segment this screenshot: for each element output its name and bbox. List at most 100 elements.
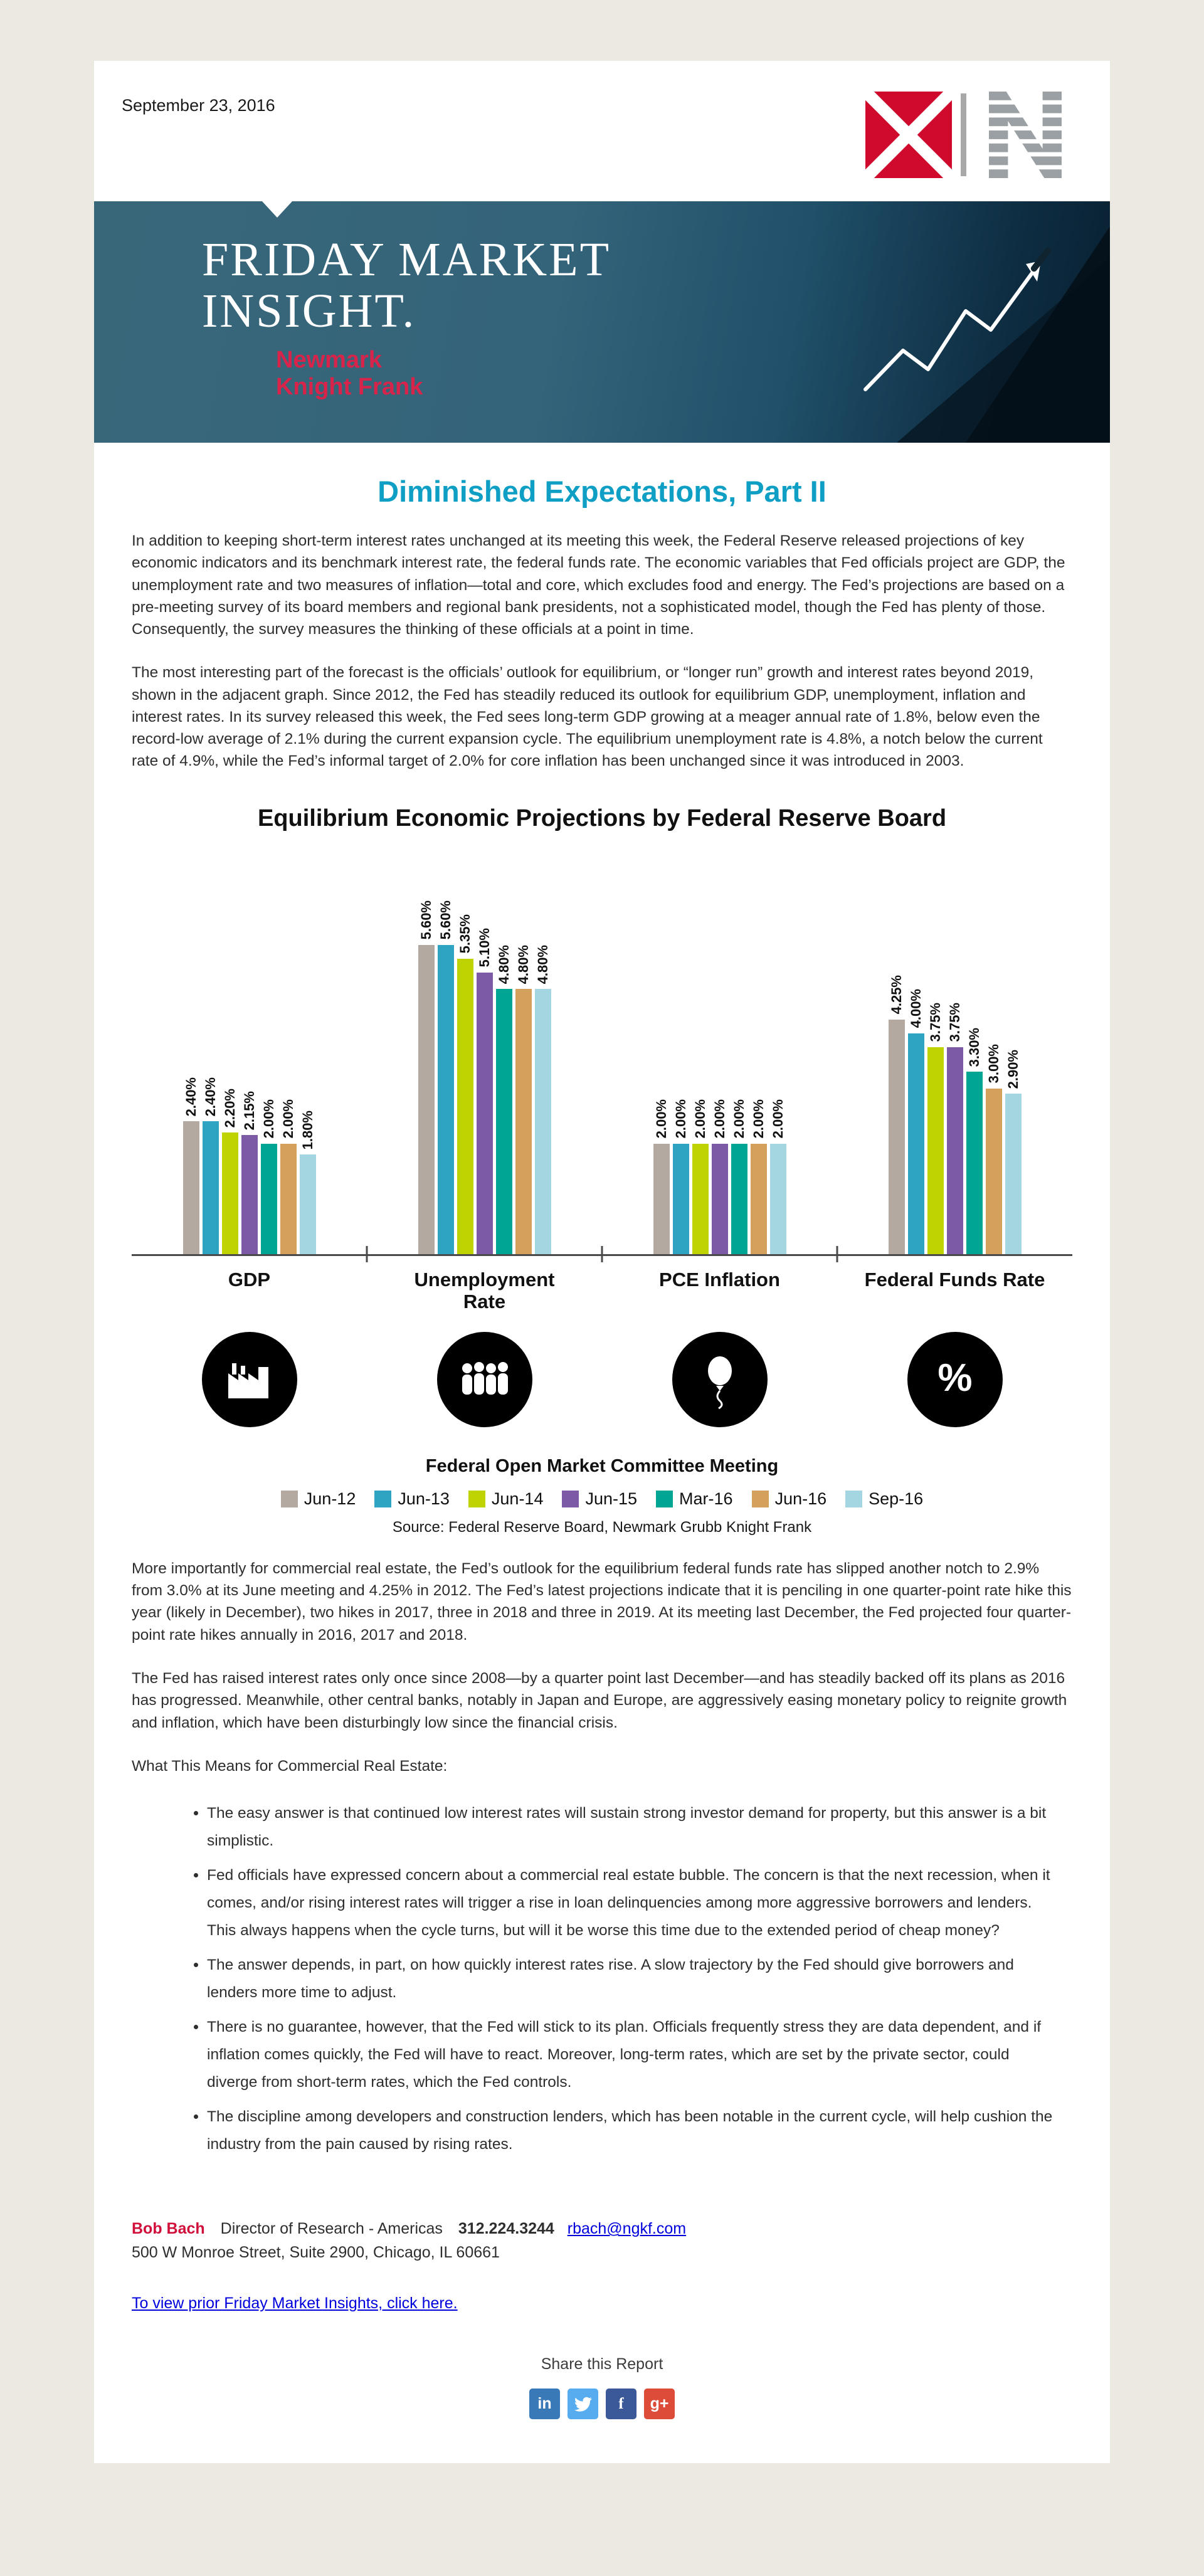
factory-icon bbox=[201, 1331, 297, 1427]
bar-jun-15 bbox=[241, 1135, 258, 1254]
newmark-logo-n-icon bbox=[989, 92, 1062, 178]
prior-insights-link[interactable]: To view prior Friday Market Insights, cl… bbox=[132, 2294, 458, 2313]
bar-value-label: 4.80% bbox=[534, 944, 551, 984]
legend-item: Jun-13 bbox=[374, 1489, 450, 1509]
list-item: Fed officials have expressed concern abo… bbox=[207, 1862, 1060, 1944]
chart-title: Equilibrium Economic Projections by Fede… bbox=[257, 805, 947, 831]
contact-email-link[interactable]: rbach@ngkf.com bbox=[567, 2220, 687, 2238]
svg-text:%: % bbox=[937, 1356, 972, 1400]
bar-jun-16 bbox=[280, 1143, 297, 1254]
bar-value-label: 2.00% bbox=[280, 1099, 296, 1139]
bar-column: 2.90% bbox=[1005, 1050, 1022, 1254]
bar-jun-16 bbox=[515, 989, 532, 1254]
legend-label: Mar-16 bbox=[679, 1489, 733, 1508]
bar-column: 2.00% bbox=[692, 1099, 709, 1254]
body-paragraph: The Fed has raised interest rates only o… bbox=[132, 1670, 1067, 1731]
linkedin-icon[interactable]: in bbox=[529, 2389, 560, 2420]
bar-jun-14 bbox=[221, 1132, 238, 1254]
bar-jun-12 bbox=[182, 1121, 199, 1254]
bar-jun-13 bbox=[437, 944, 454, 1254]
bar-jun-15 bbox=[946, 1047, 963, 1254]
twitter-icon[interactable] bbox=[568, 2389, 598, 2420]
hero-banner: FRIDAY MARKET INSIGHT. Newmark Knight Fr… bbox=[94, 201, 1110, 443]
share-label: Share this Report bbox=[541, 2355, 663, 2373]
icon-cell-gdp bbox=[132, 1331, 367, 1427]
hero-brand: Newmark Knight Frank bbox=[276, 347, 611, 400]
legend-title: Federal Open Market Committee Meeting bbox=[425, 1455, 779, 1476]
bar-jun-13 bbox=[202, 1121, 219, 1254]
bar-value-label: 2.00% bbox=[260, 1099, 277, 1139]
bar-value-label: 2.90% bbox=[1005, 1050, 1021, 1089]
logo-divider bbox=[961, 93, 966, 176]
social-icons: in f g+ bbox=[132, 2389, 1072, 2463]
balloon-icon bbox=[672, 1331, 768, 1427]
people-icon bbox=[436, 1331, 532, 1427]
bar-value-label: 4.25% bbox=[888, 975, 904, 1015]
bar-jun-13 bbox=[672, 1143, 689, 1254]
google-plus-icon[interactable]: g+ bbox=[644, 2389, 675, 2420]
icon-cell-pce-inflation bbox=[602, 1331, 837, 1427]
bar-column: 2.00% bbox=[769, 1099, 786, 1254]
chart-category-icons: % bbox=[132, 1331, 1072, 1427]
bar-value-label: 3.00% bbox=[985, 1044, 1001, 1084]
bar-jun-12 bbox=[418, 944, 435, 1254]
bar-column: 3.30% bbox=[966, 1028, 983, 1254]
bar-group-federal-funds-rate: 4.25% 4.00% 3.75% 3.75% 3.30% 3.00% 2.90% bbox=[837, 975, 1072, 1254]
article-title: Diminished Expectations, Part II bbox=[378, 475, 826, 508]
bar-column: 5.60% bbox=[418, 900, 435, 1254]
bar-column: 4.25% bbox=[888, 975, 905, 1254]
takeaways-list: The easy answer is that continued low in… bbox=[132, 1800, 1072, 2158]
bar-jun-16 bbox=[985, 1088, 1002, 1254]
bar-value-label: 2.40% bbox=[202, 1077, 218, 1117]
bar-column: 2.00% bbox=[750, 1099, 767, 1254]
legend-swatch bbox=[845, 1490, 863, 1507]
bar-column: 5.60% bbox=[437, 900, 454, 1254]
bar-jun-14 bbox=[457, 958, 473, 1254]
bar-column: 2.00% bbox=[731, 1099, 747, 1254]
bar-jun-12 bbox=[888, 1019, 905, 1254]
legend-item: Sep-16 bbox=[845, 1489, 923, 1509]
legend-label: Jun-14 bbox=[491, 1489, 544, 1508]
facebook-icon[interactable]: f bbox=[606, 2389, 636, 2420]
google-plus-glyph: g+ bbox=[650, 2395, 669, 2413]
body-paragraph: In addition to keeping short-term intere… bbox=[132, 532, 1065, 638]
bar-column: 3.75% bbox=[927, 1003, 944, 1254]
bar-jun-14 bbox=[692, 1143, 709, 1254]
linkedin-glyph: in bbox=[537, 2395, 552, 2413]
bar-jun-14 bbox=[927, 1047, 944, 1254]
bar-value-label: 5.60% bbox=[418, 900, 434, 940]
hero-title-line1: FRIDAY MARKET bbox=[202, 233, 611, 286]
legend-item: Jun-14 bbox=[468, 1489, 544, 1509]
legend-item: Jun-15 bbox=[562, 1489, 637, 1509]
bar-group-pce-inflation: 2.00% 2.00% 2.00% 2.00% 2.00% 2.00% 2.00% bbox=[602, 1099, 837, 1254]
bar-value-label: 2.15% bbox=[241, 1091, 257, 1131]
bar-value-label: 2.00% bbox=[692, 1099, 708, 1139]
projections-chart: Equilibrium Economic Projections by Fede… bbox=[132, 805, 1072, 1536]
chart-plot-area: 2.40% 2.40% 2.20% 2.15% 2.00% 2.00% 1.80% 5.60%… bbox=[132, 861, 1072, 1262]
bar-value-label: 4.80% bbox=[515, 944, 531, 984]
body-paragraph: What This Means for Commercial Real Esta… bbox=[132, 1757, 448, 1775]
legend-label: Jun-12 bbox=[304, 1489, 356, 1508]
bar-value-label: 4.80% bbox=[495, 944, 512, 984]
legend-label: Jun-13 bbox=[398, 1489, 450, 1508]
bar-jun-15 bbox=[476, 972, 493, 1254]
chart-category-labels: GDP Unemployment Rate PCE Inflation Federal… bbox=[132, 1269, 1072, 1313]
bar-column: 4.80% bbox=[515, 945, 532, 1254]
bar-mar-16 bbox=[260, 1143, 277, 1254]
share-section: Share this Report in f g+ bbox=[132, 2355, 1072, 2463]
bar-column: 3.00% bbox=[985, 1044, 1002, 1254]
contact-phone: 312.224.3244 bbox=[458, 2220, 554, 2238]
bar-value-label: 2.40% bbox=[182, 1077, 199, 1117]
list-item: There is no guarantee, however, that the… bbox=[207, 2014, 1060, 2096]
bar-group-unemployment-rate: 5.60% 5.60% 5.35% 5.10% 4.80% 4.80% 4.80% bbox=[367, 900, 602, 1254]
banner-notch bbox=[262, 201, 292, 218]
list-item: The easy answer is that continued low in… bbox=[207, 1800, 1060, 1854]
bar-column: 2.00% bbox=[711, 1099, 728, 1254]
bar-column: 5.10% bbox=[476, 928, 493, 1254]
axis-tick bbox=[601, 1245, 603, 1262]
legend-item: Jun-12 bbox=[280, 1489, 356, 1509]
bar-jun-15 bbox=[711, 1143, 728, 1254]
bar-jun-12 bbox=[653, 1143, 670, 1254]
hero-brand-line2: Knight Frank bbox=[276, 373, 423, 400]
bar-column: 5.35% bbox=[457, 914, 473, 1254]
